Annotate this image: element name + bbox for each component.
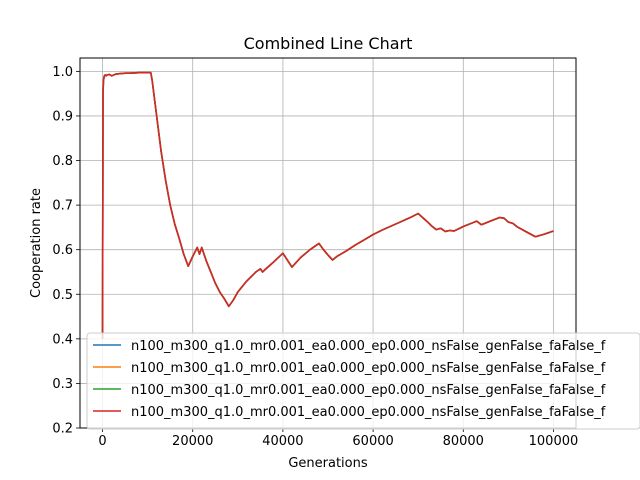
y-tick-label: 0.2 <box>52 422 73 437</box>
y-tick-label: 0.3 <box>52 377 73 392</box>
legend: n100_m300_q1.0_mr0.001_ea0.000_ep0.000_n… <box>86 332 640 430</box>
x-tick-label: 40000 <box>262 434 303 449</box>
y-tick-label: 0.5 <box>52 288 73 303</box>
x-tick-label: 60000 <box>352 434 393 449</box>
series-line-4 <box>101 71 554 339</box>
x-tick-label: 0 <box>98 434 106 449</box>
legend-label-4: n100_m300_q1.0_mr0.001_ea0.000_ep0.000_n… <box>131 405 606 420</box>
y-axis-label: Cooperation rate <box>29 188 44 298</box>
x-tick-label: 80000 <box>443 434 484 449</box>
x-tick-label: 100000 <box>529 434 579 449</box>
legend-label-2: n100_m300_q1.0_mr0.001_ea0.000_ep0.000_n… <box>131 361 606 376</box>
legend-label-3: n100_m300_q1.0_mr0.001_ea0.000_ep0.000_n… <box>131 383 606 398</box>
x-tick-label: 20000 <box>172 434 213 449</box>
y-tick-label: 0.6 <box>52 243 73 258</box>
y-tick-label: 0.8 <box>52 154 73 169</box>
y-tick-label: 0.7 <box>52 199 73 214</box>
x-axis-label: Generations <box>288 456 368 471</box>
legend-label-1: n100_m300_q1.0_mr0.001_ea0.000_ep0.000_n… <box>131 339 606 354</box>
legend-box <box>86 332 640 430</box>
series-lines <box>101 71 554 339</box>
y-tick-label: 0.4 <box>52 332 73 347</box>
y-axis-ticks: 0.2 0.3 0.4 0.5 0.6 0.7 0.8 0.9 1.0 <box>52 65 80 437</box>
x-axis-ticks: 0 20000 40000 60000 80000 100000 <box>98 428 578 449</box>
y-tick-label: 0.9 <box>52 109 73 124</box>
chart-title: Combined Line Chart <box>244 34 413 53</box>
y-tick-label: 1.0 <box>52 65 73 80</box>
